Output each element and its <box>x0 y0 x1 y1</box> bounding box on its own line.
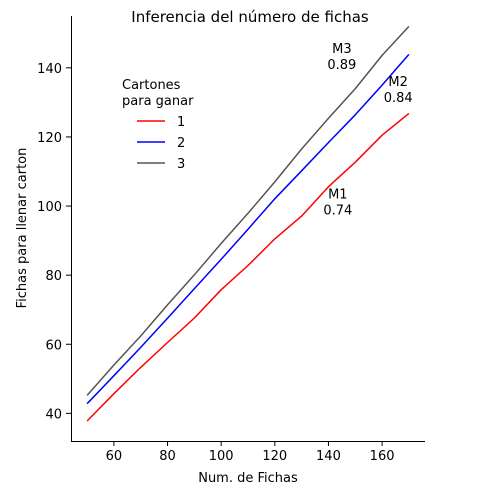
y-tick-label: 40 <box>45 407 62 422</box>
series-line-3 <box>86 25 410 396</box>
x-tick-label: 140 <box>316 449 341 464</box>
x-axis-label: Num. de Fichas <box>198 471 298 486</box>
y-axis-label: Fichas para llenar carton <box>15 148 30 309</box>
legend-label-2: 2 <box>177 136 185 151</box>
annotation-m3-value: 0.89 <box>327 58 356 73</box>
legend: Cartones para ganar 1 2 3 <box>122 78 194 172</box>
legend-label-1: 1 <box>177 115 185 130</box>
y-ticks: 40 60 80 100 120 140 <box>37 62 71 422</box>
y-tick-label: 140 <box>37 62 62 77</box>
legend-entries: 1 2 3 <box>137 115 185 172</box>
annotations: M30.89 M20.84 M10.74 <box>323 42 412 219</box>
annotation-m1-label: M1 <box>328 188 348 203</box>
x-tick-label: 160 <box>370 449 395 464</box>
x-tick-label: 80 <box>159 449 176 464</box>
x-ticks: 60 80 100 120 140 160 <box>106 441 395 464</box>
annotation-m3-label: M3 <box>332 42 352 57</box>
series-line-2 <box>86 53 410 405</box>
annotation-m1-value: 0.74 <box>323 204 352 219</box>
y-tick-label: 120 <box>37 131 62 146</box>
series-line-1 <box>86 112 410 422</box>
annotation-m2-label: M2 <box>388 75 408 90</box>
legend-title-line-1: Cartones <box>122 78 181 93</box>
annotation-m2-value: 0.84 <box>384 91 413 106</box>
chart-title: Inferencia del número de fichas <box>131 8 369 26</box>
y-tick-label: 60 <box>45 338 62 353</box>
legend-title-line-2: para ganar <box>122 94 194 109</box>
x-tick-label: 100 <box>209 449 234 464</box>
x-tick-label: 120 <box>262 449 287 464</box>
y-tick-label: 100 <box>37 200 62 215</box>
axes <box>71 16 425 442</box>
x-tick-label: 60 <box>106 449 123 464</box>
series-lines <box>86 25 410 422</box>
y-tick-label: 80 <box>45 269 62 284</box>
legend-label-3: 3 <box>177 157 185 172</box>
